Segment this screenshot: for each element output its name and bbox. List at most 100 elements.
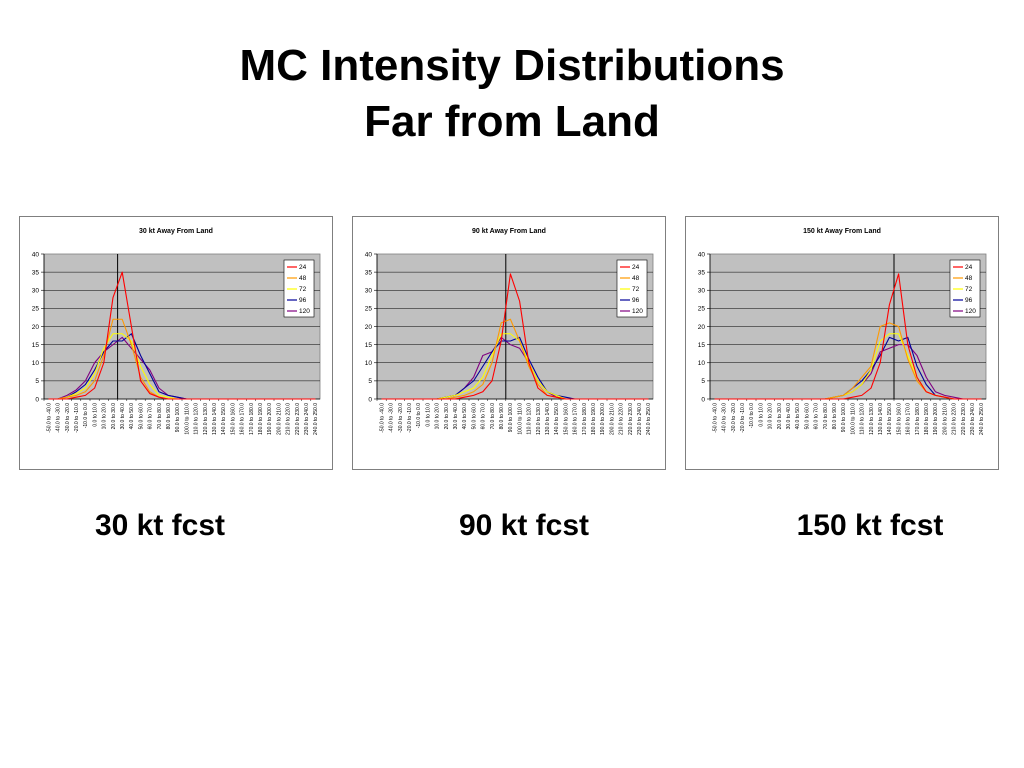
- x-tick-label: 130.0 to 140.0: [545, 403, 551, 435]
- x-tick-label: 70.0 to 80.0: [823, 403, 829, 430]
- x-tick-label: 130.0 to 140.0: [212, 403, 218, 435]
- y-tick-label: 10: [365, 360, 373, 367]
- x-tick-label: -50.0 to -40.0: [379, 403, 385, 433]
- x-tick-label: 60.0 to 70.0: [148, 403, 154, 430]
- y-tick-label: 30: [365, 288, 373, 295]
- x-tick-label: 40.0 to 50.0: [129, 403, 135, 430]
- legend-label: 96: [965, 297, 973, 304]
- y-tick-label: 35: [365, 269, 373, 276]
- x-tick-label: 30.0 to 40.0: [786, 403, 792, 430]
- chart-30kt: 30 kt Away From Land 0 5 10 15 20 25 30 35 40 -50.…: [19, 216, 333, 470]
- x-tick-label: 0.0 to 10.0: [758, 403, 764, 427]
- x-tick-label: 40.0 to 50.0: [462, 403, 468, 430]
- legend-label: 48: [632, 275, 640, 282]
- y-tick-label: 5: [368, 378, 372, 385]
- caption-150kt: 150 kt fcst: [796, 509, 944, 542]
- y-tick-label: 5: [701, 378, 705, 385]
- x-tick-label: 100.0 to 110.0: [184, 403, 190, 435]
- series-line-24: [381, 273, 649, 400]
- x-tick-label: -30.0 to -20.0: [398, 403, 404, 433]
- x-tick-label: 60.0 to 70.0: [814, 403, 820, 430]
- y-tick-label: 0: [701, 396, 705, 403]
- x-tick-label: 80.0 to 90.0: [832, 403, 838, 430]
- y-tick-label: 25: [365, 306, 373, 313]
- x-tick-label: 230.0 to 240.0: [637, 403, 643, 435]
- y-tick-label: 30: [32, 288, 40, 295]
- x-tick-label: 190.0 to 200.0: [600, 403, 606, 435]
- x-tick-label: 90.0 to 100.0: [175, 403, 181, 432]
- x-tick-label: 70.0 to 80.0: [157, 403, 163, 430]
- legend-label: 72: [965, 286, 973, 293]
- x-tick-label: 100.0 to 110.0: [517, 403, 523, 435]
- x-tick-label: 0.0 to 10.0: [92, 403, 98, 427]
- x-tick-label: 80.0 to 90.0: [166, 403, 172, 430]
- y-tick-label: 0: [35, 396, 39, 403]
- x-tick-label: 60.0 to 70.0: [481, 403, 487, 430]
- x-tick-label: 150.0 to 160.0: [230, 403, 236, 435]
- legend-label: 24: [299, 264, 307, 271]
- x-tick-label: -50.0 to -40.0: [712, 403, 718, 433]
- legend-label: 120: [965, 308, 976, 315]
- x-tick-label: -40.0 to -30.0: [722, 403, 728, 433]
- x-tick-label: 140.0 to 150.0: [887, 403, 893, 435]
- x-tick-label: 170.0 to 180.0: [249, 403, 255, 435]
- legend-label: 120: [299, 308, 310, 315]
- legend-label: 48: [965, 275, 973, 282]
- x-tick-label: 20.0 to 30.0: [444, 403, 450, 430]
- x-tick-label: 110.0 to 120.0: [527, 403, 533, 435]
- chart-title: 30 kt Away From Land: [139, 228, 213, 235]
- x-tick-label: 240.0 to 250.0: [646, 403, 652, 435]
- x-tick-label: -10.0 to 0.0: [83, 403, 89, 429]
- x-tick-label: -30.0 to -20.0: [731, 403, 737, 433]
- title-line-1: MC Intensity Distributions: [239, 41, 785, 90]
- x-tick-label: 10.0 to 20.0: [102, 403, 108, 430]
- legend-label: 24: [965, 264, 973, 271]
- y-tick-label: 10: [32, 360, 40, 367]
- chart-150kt: 150 kt Away From Land 0 5 10 15 20 25 30 35 40 -50…: [685, 216, 999, 470]
- x-tick-label: 80.0 to 90.0: [499, 403, 505, 430]
- x-tick-label: 30.0 to 40.0: [453, 403, 459, 430]
- x-tick-label: 170.0 to 180.0: [915, 403, 921, 435]
- x-tick-label: -40.0 to -30.0: [56, 403, 62, 433]
- x-tick-label: -20.0 to -10.0: [407, 403, 413, 433]
- x-tick-label: 180.0 to 190.0: [924, 403, 930, 435]
- x-tick-label: -40.0 to -30.0: [389, 403, 395, 433]
- y-tick-label: 10: [698, 360, 706, 367]
- y-tick-label: 25: [32, 306, 40, 313]
- slide-title: MC Intensity Distributions Far from Land: [0, 38, 1024, 150]
- x-tick-label: 200.0 to 210.0: [609, 403, 615, 435]
- x-tick-label: 160.0 to 170.0: [240, 403, 246, 435]
- y-tick-label: 40: [698, 251, 706, 258]
- x-tick-label: 140.0 to 150.0: [221, 403, 227, 435]
- x-tick-label: 50.0 to 60.0: [471, 403, 477, 430]
- legend-label: 72: [299, 286, 307, 293]
- x-tick-label: -20.0 to -10.0: [74, 403, 80, 433]
- y-tick-label: 5: [35, 378, 39, 385]
- chart-title: 150 kt Away From Land: [803, 228, 881, 235]
- y-tick-label: 35: [698, 269, 706, 276]
- x-tick-label: 150.0 to 160.0: [563, 403, 569, 435]
- x-tick-label: 220.0 to 230.0: [628, 403, 634, 435]
- x-tick-label: -20.0 to -10.0: [740, 403, 746, 433]
- x-tick-label: 110.0 to 120.0: [194, 403, 200, 435]
- series-line-24: [48, 271, 316, 400]
- y-tick-label: 40: [32, 251, 40, 258]
- x-tick-label: 50.0 to 60.0: [138, 403, 144, 430]
- x-tick-label: 10.0 to 20.0: [435, 403, 441, 430]
- y-tick-label: 20: [698, 324, 706, 331]
- x-tick-label: 90.0 to 100.0: [508, 403, 514, 432]
- legend-label: 96: [299, 297, 307, 304]
- legend-label: 120: [632, 308, 643, 315]
- x-tick-label: 240.0 to 250.0: [313, 403, 319, 435]
- chart-svg: 150 kt Away From Land 0 5 10 15 20 25 30 35 40 -50…: [698, 228, 987, 435]
- x-tick-label: -10.0 to 0.0: [416, 403, 422, 429]
- x-tick-label: 100.0 to 110.0: [850, 403, 856, 435]
- y-tick-label: 20: [365, 324, 373, 331]
- x-tick-label: 190.0 to 200.0: [267, 403, 273, 435]
- x-tick-label: 10.0 to 20.0: [768, 403, 774, 430]
- chart-90kt: 90 kt Away From Land 0 5 10 15 20 25 30 35 40 -50.…: [352, 216, 666, 470]
- series-line-24: [714, 273, 982, 400]
- x-tick-label: 210.0 to 220.0: [286, 403, 292, 435]
- x-tick-label: 20.0 to 30.0: [111, 403, 117, 430]
- x-tick-label: 230.0 to 240.0: [304, 403, 310, 435]
